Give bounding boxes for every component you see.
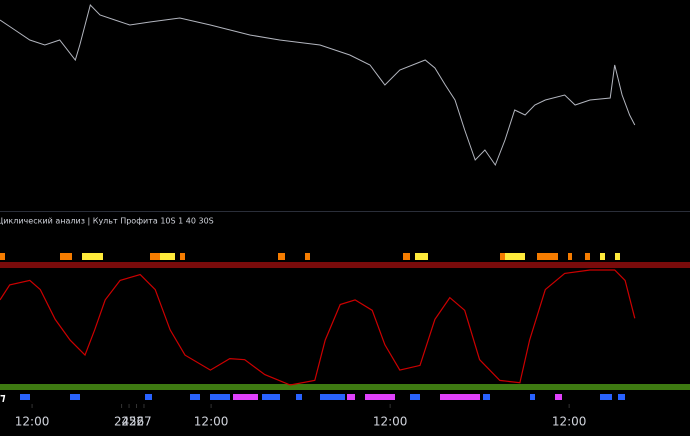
heat-cell (0, 253, 5, 260)
series-line (0, 4, 636, 167)
x-tick-label: 26 (129, 415, 144, 429)
signal-cell (20, 394, 30, 400)
signal-cell (555, 394, 562, 400)
heat-strip (0, 253, 620, 260)
signal-cell (190, 394, 200, 400)
signal-cell (483, 394, 490, 400)
signal-cell (210, 394, 230, 400)
signal-cell (320, 394, 345, 400)
signal-cell (530, 394, 535, 400)
heat-cell (305, 253, 310, 260)
heat-cell (585, 253, 590, 260)
x-tick-label: 12:00 (15, 415, 50, 429)
logo: ⁊ (0, 391, 6, 404)
x-tick-label: 25 (121, 415, 136, 429)
heat-cell (600, 253, 605, 260)
signal-cell (233, 394, 258, 400)
heat-cell (403, 253, 410, 260)
series-line (0, 269, 636, 386)
top-band (0, 262, 690, 268)
heat-cell (150, 253, 160, 260)
signal-cell (347, 394, 355, 400)
heat-cell (415, 253, 428, 260)
heat-cell (615, 253, 620, 260)
signal-cell (440, 394, 480, 400)
heat-cell (60, 253, 72, 260)
heat-cell (568, 253, 572, 260)
signal-cell (410, 394, 420, 400)
heat-cell (505, 253, 525, 260)
heat-cell (160, 253, 175, 260)
signal-cell (145, 394, 152, 400)
signal-cell (70, 394, 80, 400)
x-tick-label: 12:00 (194, 415, 229, 429)
indicator-label: Циклический анализ | Культ Профита 10S 1… (0, 217, 214, 226)
signal-strip (20, 394, 625, 400)
heat-cell (537, 253, 558, 260)
signal-cell (296, 394, 302, 400)
x-tick-label: 27 (136, 415, 151, 429)
heat-cell (82, 253, 103, 260)
heat-cell (278, 253, 285, 260)
signal-cell (600, 394, 612, 400)
signal-cell (262, 394, 280, 400)
signal-cell (365, 394, 395, 400)
heat-cell (500, 253, 505, 260)
x-tick-label: 24 (114, 415, 129, 429)
x-tick-label: 12:00 (552, 415, 587, 429)
x-tick-label: 12:00 (373, 415, 408, 429)
bottom-band (0, 384, 690, 390)
heat-cell (180, 253, 185, 260)
signal-cell (618, 394, 625, 400)
